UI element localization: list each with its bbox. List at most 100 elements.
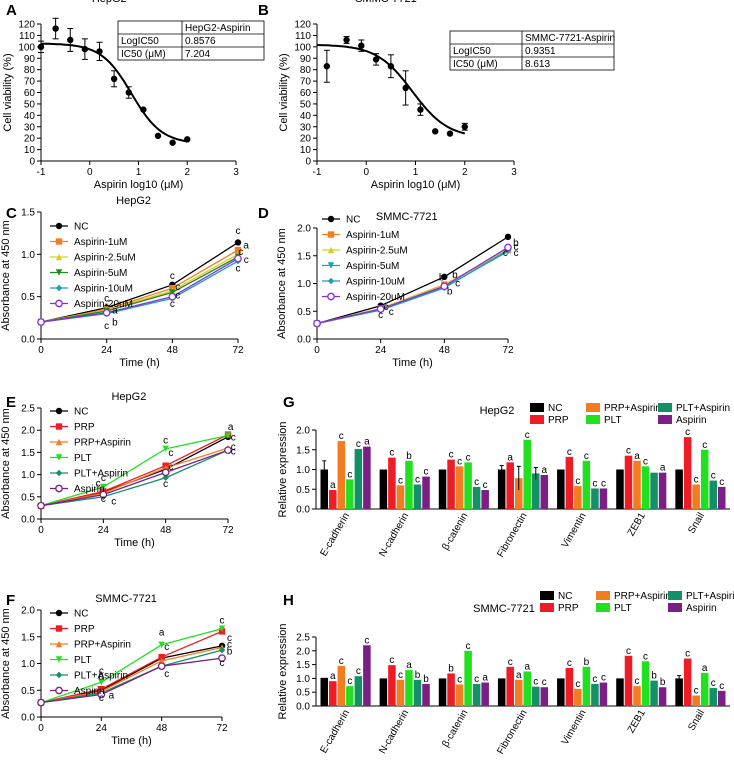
table-cell: 8.613 xyxy=(525,59,550,70)
legend-label: Aspirin xyxy=(74,484,105,495)
chart-title: HepG2 xyxy=(116,195,151,207)
x-tick-label: -1 xyxy=(37,167,46,178)
chart-B: SMMC-77210102030405060708090100110120Cel… xyxy=(278,0,615,191)
series-line xyxy=(40,630,223,704)
x-tick-label: 0 xyxy=(363,167,369,178)
x-tick-label: 0 xyxy=(87,167,93,178)
significance-label: a xyxy=(516,670,522,681)
x-tick-label: 0 xyxy=(38,345,44,356)
significance-label: c xyxy=(101,473,106,484)
y-tick-label: 0 xyxy=(29,157,35,168)
series-line xyxy=(40,256,239,323)
panel-letter-C: C xyxy=(6,205,17,222)
panel-letter-B: B xyxy=(258,2,269,19)
bar-PLT xyxy=(405,670,413,706)
bar-NC xyxy=(675,469,683,509)
bar-PLT xyxy=(700,449,709,509)
legend-swatch xyxy=(596,591,610,600)
bar-Aspirin xyxy=(658,472,667,509)
category-label: β-catenin xyxy=(440,708,470,749)
x-tick-label: 1 xyxy=(413,167,419,178)
y-tick-label: 120 xyxy=(18,20,35,31)
significance-label: a xyxy=(99,672,105,683)
legend-swatch xyxy=(540,591,554,600)
bar-PLT+Aspirin xyxy=(472,486,481,509)
bar-PLT+Aspirin xyxy=(413,679,422,706)
bar-PRP xyxy=(388,457,396,509)
legend-label: NC xyxy=(548,403,562,414)
x-tick-label: 24 xyxy=(96,723,108,734)
legend-marker xyxy=(327,215,335,223)
legend-label: NC xyxy=(74,222,88,233)
bar-PRP+Aspirin xyxy=(337,665,346,706)
data-point xyxy=(37,318,45,326)
y-tick-label: 1.5 xyxy=(21,208,35,219)
data-point xyxy=(96,48,103,55)
y-axis-label: Absorbance at 450 nm xyxy=(276,228,288,339)
legend: NC PRP PRP+Aspirin PLT PLT+Aspirin Aspirin xyxy=(50,407,131,495)
legend-label: Aspirin-5uM xyxy=(346,261,399,272)
legend-label: PRP xyxy=(74,624,95,635)
y-tick-label: 100 xyxy=(18,42,35,53)
significance-label: b xyxy=(406,451,412,462)
series-line xyxy=(40,628,223,704)
significance-label: c xyxy=(702,440,707,451)
bar-PLT xyxy=(523,671,532,706)
data-point xyxy=(168,292,177,301)
legend-label: NC xyxy=(558,591,572,602)
significance-label: c xyxy=(99,693,104,704)
data-point xyxy=(169,139,176,146)
y-tick-label: 30 xyxy=(24,122,36,133)
bar-Aspirin xyxy=(481,682,489,706)
table-cell: SMMC-7721-Aspirin xyxy=(525,33,615,44)
series-NC xyxy=(37,239,242,326)
significance-label: c xyxy=(567,447,572,458)
significance-label: c xyxy=(356,439,361,450)
significance-label: b xyxy=(447,287,453,298)
bar-PLT+Aspirin xyxy=(591,488,599,509)
panel-letter-D: D xyxy=(258,205,269,222)
legend-label: Aspirin-1uM xyxy=(74,237,127,248)
data-point xyxy=(140,106,147,113)
significance-label: c xyxy=(457,456,462,467)
data-point xyxy=(110,75,118,83)
chart-title: SMMC-7721 xyxy=(95,593,157,605)
legend-swatch xyxy=(668,603,682,612)
significance-label: c xyxy=(584,451,589,462)
significance-label: c xyxy=(164,642,169,653)
fit-curve xyxy=(41,42,188,143)
y-tick-label: 0.0 xyxy=(21,713,35,724)
series-line xyxy=(40,241,239,323)
bar-PLT+Aspirin xyxy=(413,484,422,509)
significance-label: c xyxy=(227,633,232,644)
significance-label: c xyxy=(643,456,648,467)
series-Aspirin-10uM xyxy=(313,247,512,327)
bar-PRP+Aspirin xyxy=(574,486,582,509)
series-line xyxy=(40,434,229,507)
y-axis-label: Absorbance at 450 nm xyxy=(0,408,12,519)
y-tick-label: 50 xyxy=(24,99,36,110)
bar-PLT xyxy=(582,666,591,706)
bar-PRP xyxy=(329,681,337,706)
legend-label: Aspirin xyxy=(686,603,717,614)
y-tick-label: 0.5 xyxy=(296,485,310,496)
category-label: Fibronectin xyxy=(495,708,529,756)
table-cell: 0.9351 xyxy=(525,46,556,57)
significance-label: c xyxy=(601,673,606,684)
significance-label: c xyxy=(525,430,530,441)
series-Aspirin-10uM xyxy=(37,257,242,326)
x-tick-label: 3 xyxy=(233,167,239,178)
series-Aspirin-2.5uM xyxy=(313,245,512,327)
significance-label: a xyxy=(634,451,640,462)
legend-label: PRP+Aspirin xyxy=(604,403,661,414)
significance-label: c xyxy=(364,635,369,646)
bar-PRP xyxy=(506,462,514,509)
bar-NC xyxy=(438,469,447,509)
bar-PLT xyxy=(464,462,472,509)
y-tick-label: 0.0 xyxy=(296,702,310,713)
bar-PRP+Aspirin xyxy=(455,466,464,509)
bar-Aspirin xyxy=(540,687,549,706)
significance-label: c xyxy=(168,448,173,459)
bar-NC xyxy=(320,677,329,706)
ic50-table: SMMC-7721-Aspirin LogIC50 0.9351 IC50 (μM) 8… xyxy=(449,30,615,71)
